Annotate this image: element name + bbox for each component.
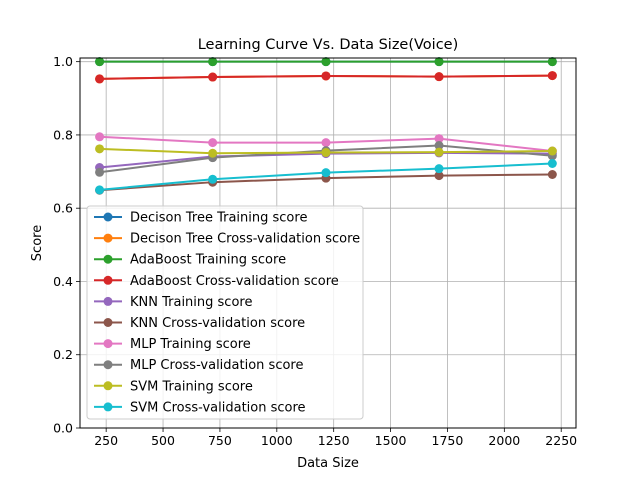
- x-tick-label: 2000: [488, 433, 520, 448]
- series-9: [95, 159, 557, 195]
- legend: Decison Tree Training score Decison Tree …: [86, 205, 364, 420]
- legend-marker: [103, 339, 113, 349]
- legend-item: AdaBoost Cross-validation score: [94, 274, 339, 289]
- legend-item: SVM Cross-validation score: [94, 400, 306, 415]
- legend-label: MLP Cross-validation score: [130, 358, 303, 373]
- data-point: [547, 57, 557, 67]
- x-tick-label: 250: [94, 433, 118, 448]
- legend-marker: [103, 296, 113, 306]
- legend-marker: [103, 381, 113, 391]
- legend-label: MLP Training score: [130, 337, 251, 352]
- data-point: [208, 72, 218, 82]
- legend-box: [86, 205, 364, 420]
- y-tick-label: 1.0: [53, 54, 73, 69]
- x-axis: 250 500 750 1000 1250 1500 1750 2000 2250: [94, 428, 577, 448]
- data-point: [547, 169, 557, 179]
- series-8: [95, 144, 557, 158]
- legend-item: AdaBoost Training score: [94, 253, 286, 268]
- series-6: [95, 132, 557, 156]
- data-point: [95, 74, 105, 84]
- data-point: [95, 132, 105, 142]
- legend-label: SVM Cross-validation score: [130, 400, 306, 415]
- legend-marker: [103, 318, 113, 327]
- y-tick-label: 0.4: [53, 274, 73, 289]
- data-point: [208, 174, 218, 184]
- legend-marker: [103, 254, 113, 264]
- legend-item: SVM Training score: [94, 379, 253, 394]
- data-point: [434, 134, 444, 144]
- data-point: [95, 185, 105, 195]
- legend-item: KNN Training score: [94, 295, 252, 310]
- legend-label: AdaBoost Training score: [130, 253, 286, 268]
- data-point: [208, 57, 218, 67]
- data-point: [434, 164, 444, 174]
- legend-label: KNN Cross-validation score: [130, 316, 305, 331]
- y-axis-label: Score: [30, 225, 45, 261]
- x-tick-label: 1750: [432, 433, 464, 448]
- legend-item: Decison Tree Cross-validation score: [94, 232, 360, 247]
- data-point: [95, 144, 105, 154]
- legend-label: KNN Training score: [130, 295, 252, 310]
- legend-item: MLP Training score: [94, 337, 251, 352]
- legend-label: Decison Tree Training score: [130, 211, 307, 226]
- x-tick-label: 750: [208, 433, 232, 448]
- data-point: [547, 146, 557, 156]
- series-layer: [95, 57, 557, 195]
- legend-marker: [103, 402, 113, 412]
- data-point: [434, 72, 444, 82]
- data-point: [95, 57, 105, 67]
- legend-marker: [103, 360, 113, 370]
- data-point: [321, 168, 331, 178]
- legend-item: Decison Tree Training score: [94, 211, 307, 226]
- data-point: [95, 167, 105, 177]
- x-tick-label: 1250: [318, 433, 350, 448]
- data-point: [434, 171, 444, 181]
- data-point: [208, 138, 218, 148]
- legend-item: MLP Cross-validation score: [94, 358, 303, 373]
- plot-frame: [79, 57, 577, 429]
- data-point: [434, 57, 444, 67]
- series-2: [95, 57, 557, 67]
- legend-label: SVM Training score: [130, 379, 253, 394]
- data-point: [321, 71, 331, 81]
- y-tick-label: 0.8: [53, 127, 73, 142]
- y-tick-label: 0.6: [53, 201, 73, 216]
- chart-title: Learning Curve Vs. Data Size(Voice): [198, 37, 459, 53]
- data-point: [321, 148, 331, 158]
- legend-marker: [103, 233, 113, 243]
- data-point: [547, 71, 557, 81]
- series-3: [95, 71, 557, 84]
- x-tick-label: 2250: [545, 433, 577, 448]
- data-point: [434, 147, 444, 157]
- legend-marker: [103, 275, 113, 285]
- data-point: [321, 138, 331, 148]
- data-point: [321, 57, 331, 67]
- legend-item: KNN Cross-validation score: [94, 316, 305, 331]
- x-axis-label: Data Size: [297, 456, 359, 471]
- x-tick-label: 500: [151, 433, 175, 448]
- legend-label: Decison Tree Cross-validation score: [130, 232, 360, 247]
- y-tick-label: 0.2: [53, 347, 73, 362]
- data-point: [434, 141, 444, 151]
- x-tick-label: 1000: [261, 433, 293, 448]
- legend-marker: [103, 212, 113, 222]
- x-tick-label: 1500: [375, 433, 407, 448]
- y-tick-label: 0.0: [53, 421, 73, 436]
- y-axis: 0.0 0.2 0.4 0.6 0.8 1.0: [53, 54, 80, 436]
- legend-label: AdaBoost Cross-validation score: [130, 274, 339, 289]
- data-point: [208, 148, 218, 158]
- data-point: [547, 159, 557, 169]
